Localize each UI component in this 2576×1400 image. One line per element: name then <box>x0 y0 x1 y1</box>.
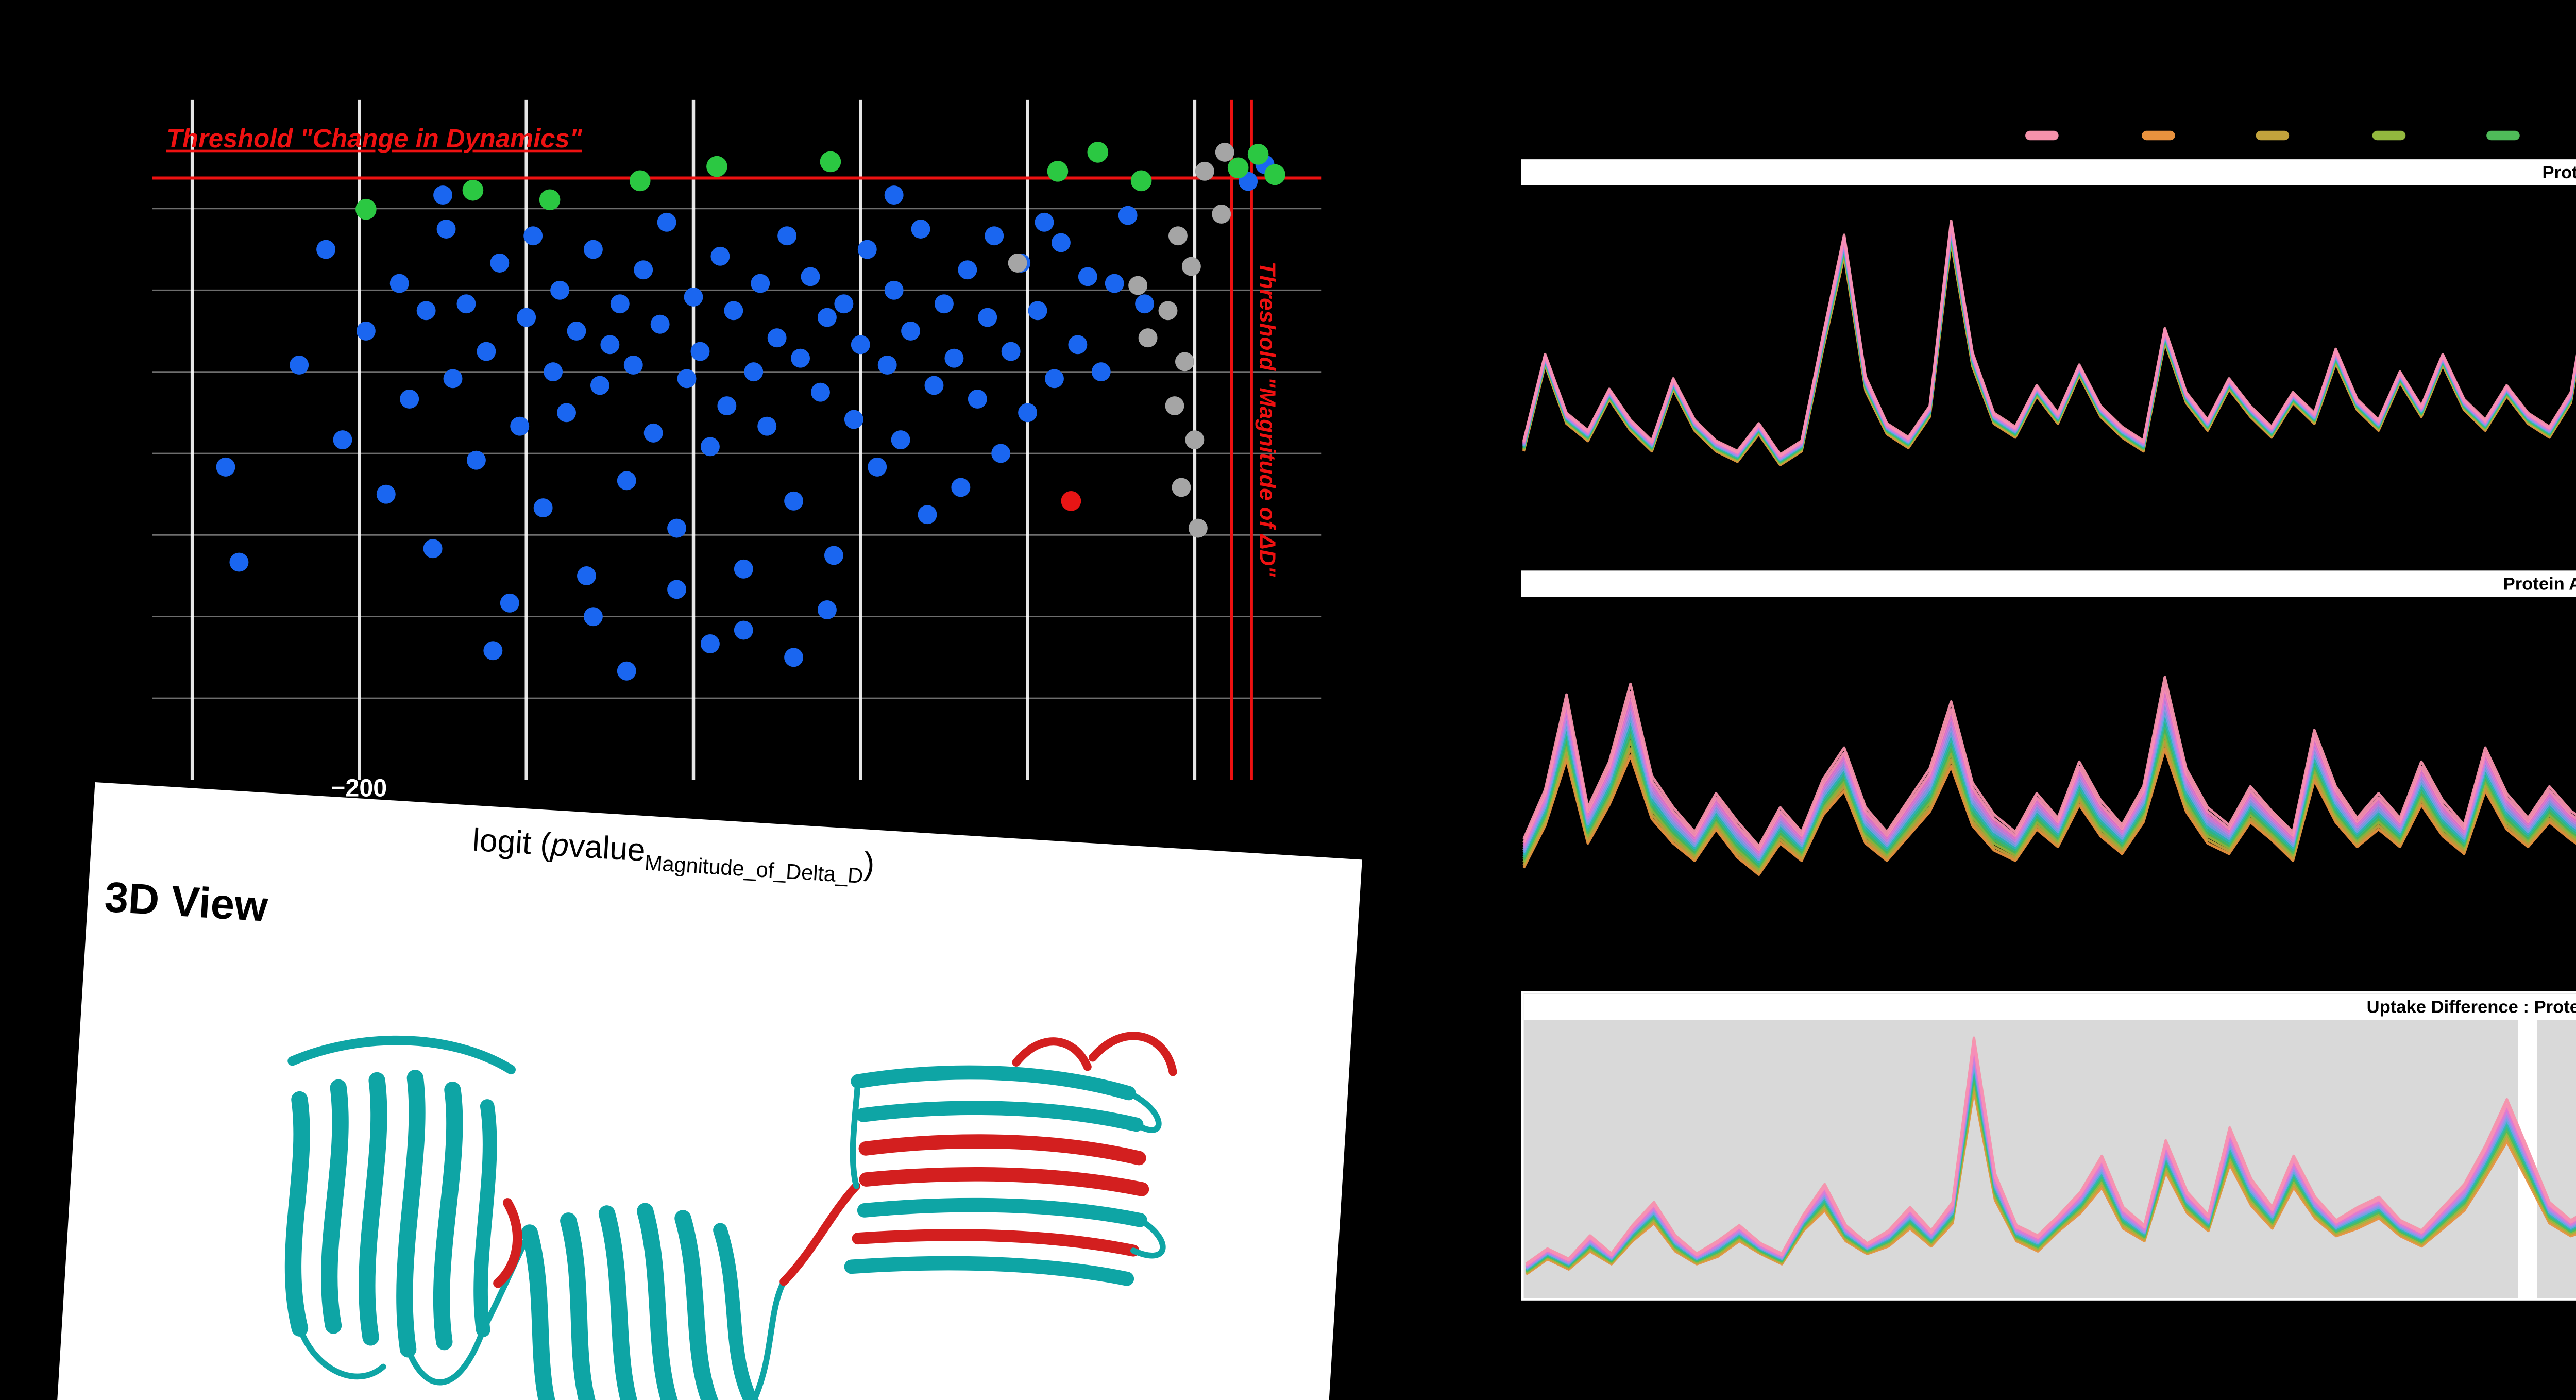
legend-dash[interactable] <box>2371 130 2404 140</box>
panel-title-bar-protein-a: Protein A <box>1521 159 2576 185</box>
uptake-difference-chart[interactable] <box>1523 1020 2576 1298</box>
structure-viewer-panel: logit (pvalueMagnitude_of_Delta_D) 3D Vi… <box>48 782 1362 1400</box>
axis-title-suffix: ) <box>862 846 876 883</box>
axis-title-subscript: Magnitude_of_Delta_D <box>643 851 864 888</box>
legend-dash[interactable] <box>2140 130 2174 140</box>
legend-dash[interactable] <box>2256 130 2290 140</box>
axis-title-p: p <box>550 826 570 864</box>
uptake-difference-panel: Uptake Difference : Protein A - (Protein… <box>1521 991 2576 1301</box>
axis-title-value: value <box>567 828 647 868</box>
panel-title-bar-protein-a-ligand: Protein A + Ligand <box>1521 570 2576 597</box>
x-axis-title: logit (pvalueMagnitude_of_Delta_D) <box>471 822 875 888</box>
threshold-dynamics-label: Threshold "Change in Dynamics" <box>166 126 582 155</box>
uptake-chart-protein-a-ligand[interactable] <box>1521 597 2576 977</box>
panel-title: Protein A + Ligand <box>2503 572 2576 595</box>
legend-dash[interactable] <box>2025 130 2059 140</box>
volcano-scatter-plot[interactable] <box>152 99 1322 780</box>
uptake-chart-protein-a[interactable] <box>1521 185 2576 561</box>
timepoint-legend <box>2025 130 2576 140</box>
axis-title-prefix: logit ( <box>471 822 552 863</box>
legend-dash[interactable] <box>2486 130 2520 140</box>
panel-title-bar-uptake-difference: Uptake Difference : Protein A - (Protein… <box>1523 993 2576 1020</box>
panel-title: Uptake Difference : Protein A - (Protein… <box>2366 996 2576 1018</box>
protein-ribbon-structure[interactable] <box>70 921 1340 1400</box>
threshold-magnitude-label: Threshold "Magnitude of ΔD" <box>1252 261 1279 577</box>
panel-title: Protein A <box>2542 161 2576 183</box>
